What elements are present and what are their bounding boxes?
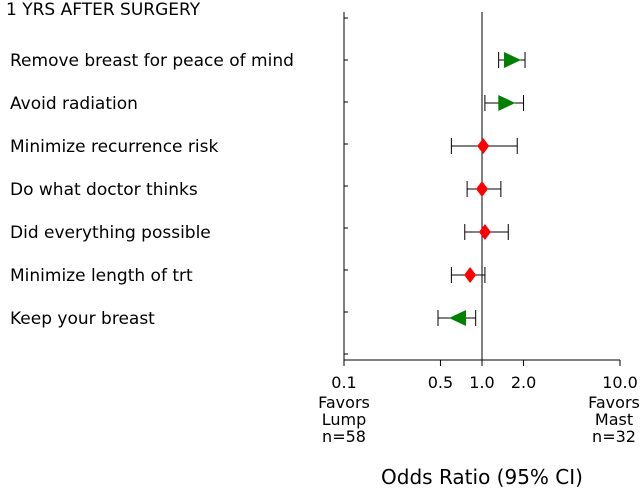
category-label: Keep your breast: [10, 309, 155, 329]
category-label: Avoid radiation: [10, 94, 138, 114]
x-tick-label: 1.0: [469, 373, 494, 392]
point-estimate-marker: [448, 310, 466, 326]
point-estimate-marker: [478, 224, 491, 240]
chart-title: 1 YRS AFTER SURGERY: [6, 0, 201, 20]
x-tick-label: 0.5: [428, 373, 453, 392]
favors-lump-note: n=58: [322, 427, 366, 446]
category-label: Do what doctor thinks: [10, 180, 198, 200]
point-estimate-marker: [476, 181, 488, 197]
x-tick-label: 10.0: [602, 373, 638, 392]
point-estimate-marker: [498, 95, 516, 111]
category-label: Remove breast for peace of mind: [10, 51, 294, 71]
x-tick-label: 2.0: [511, 373, 536, 392]
x-tick-label: 0.1: [331, 373, 356, 392]
point-estimate-marker: [504, 52, 522, 68]
point-estimate-marker: [477, 138, 490, 154]
point-estimate-marker: [464, 267, 477, 283]
category-label: Did everything possible: [10, 223, 211, 243]
favors-mast-note: Favors: [588, 393, 640, 412]
favors-lump-note: Favors: [318, 393, 370, 412]
favors-mast-note: n=32: [592, 427, 636, 446]
category-label: Minimize recurrence risk: [10, 137, 218, 157]
category-label: Minimize length of trt: [10, 266, 193, 286]
plot-area: 0.1 0.5 1.0 2.0 10.0FavorsLumpn=58FavorsMast…: [10, 12, 640, 489]
favors-mast-note: Mast: [595, 410, 633, 429]
x-axis-label: Odds Ratio (95% CI): [381, 465, 583, 489]
favors-lump-note: Lump: [322, 410, 367, 429]
